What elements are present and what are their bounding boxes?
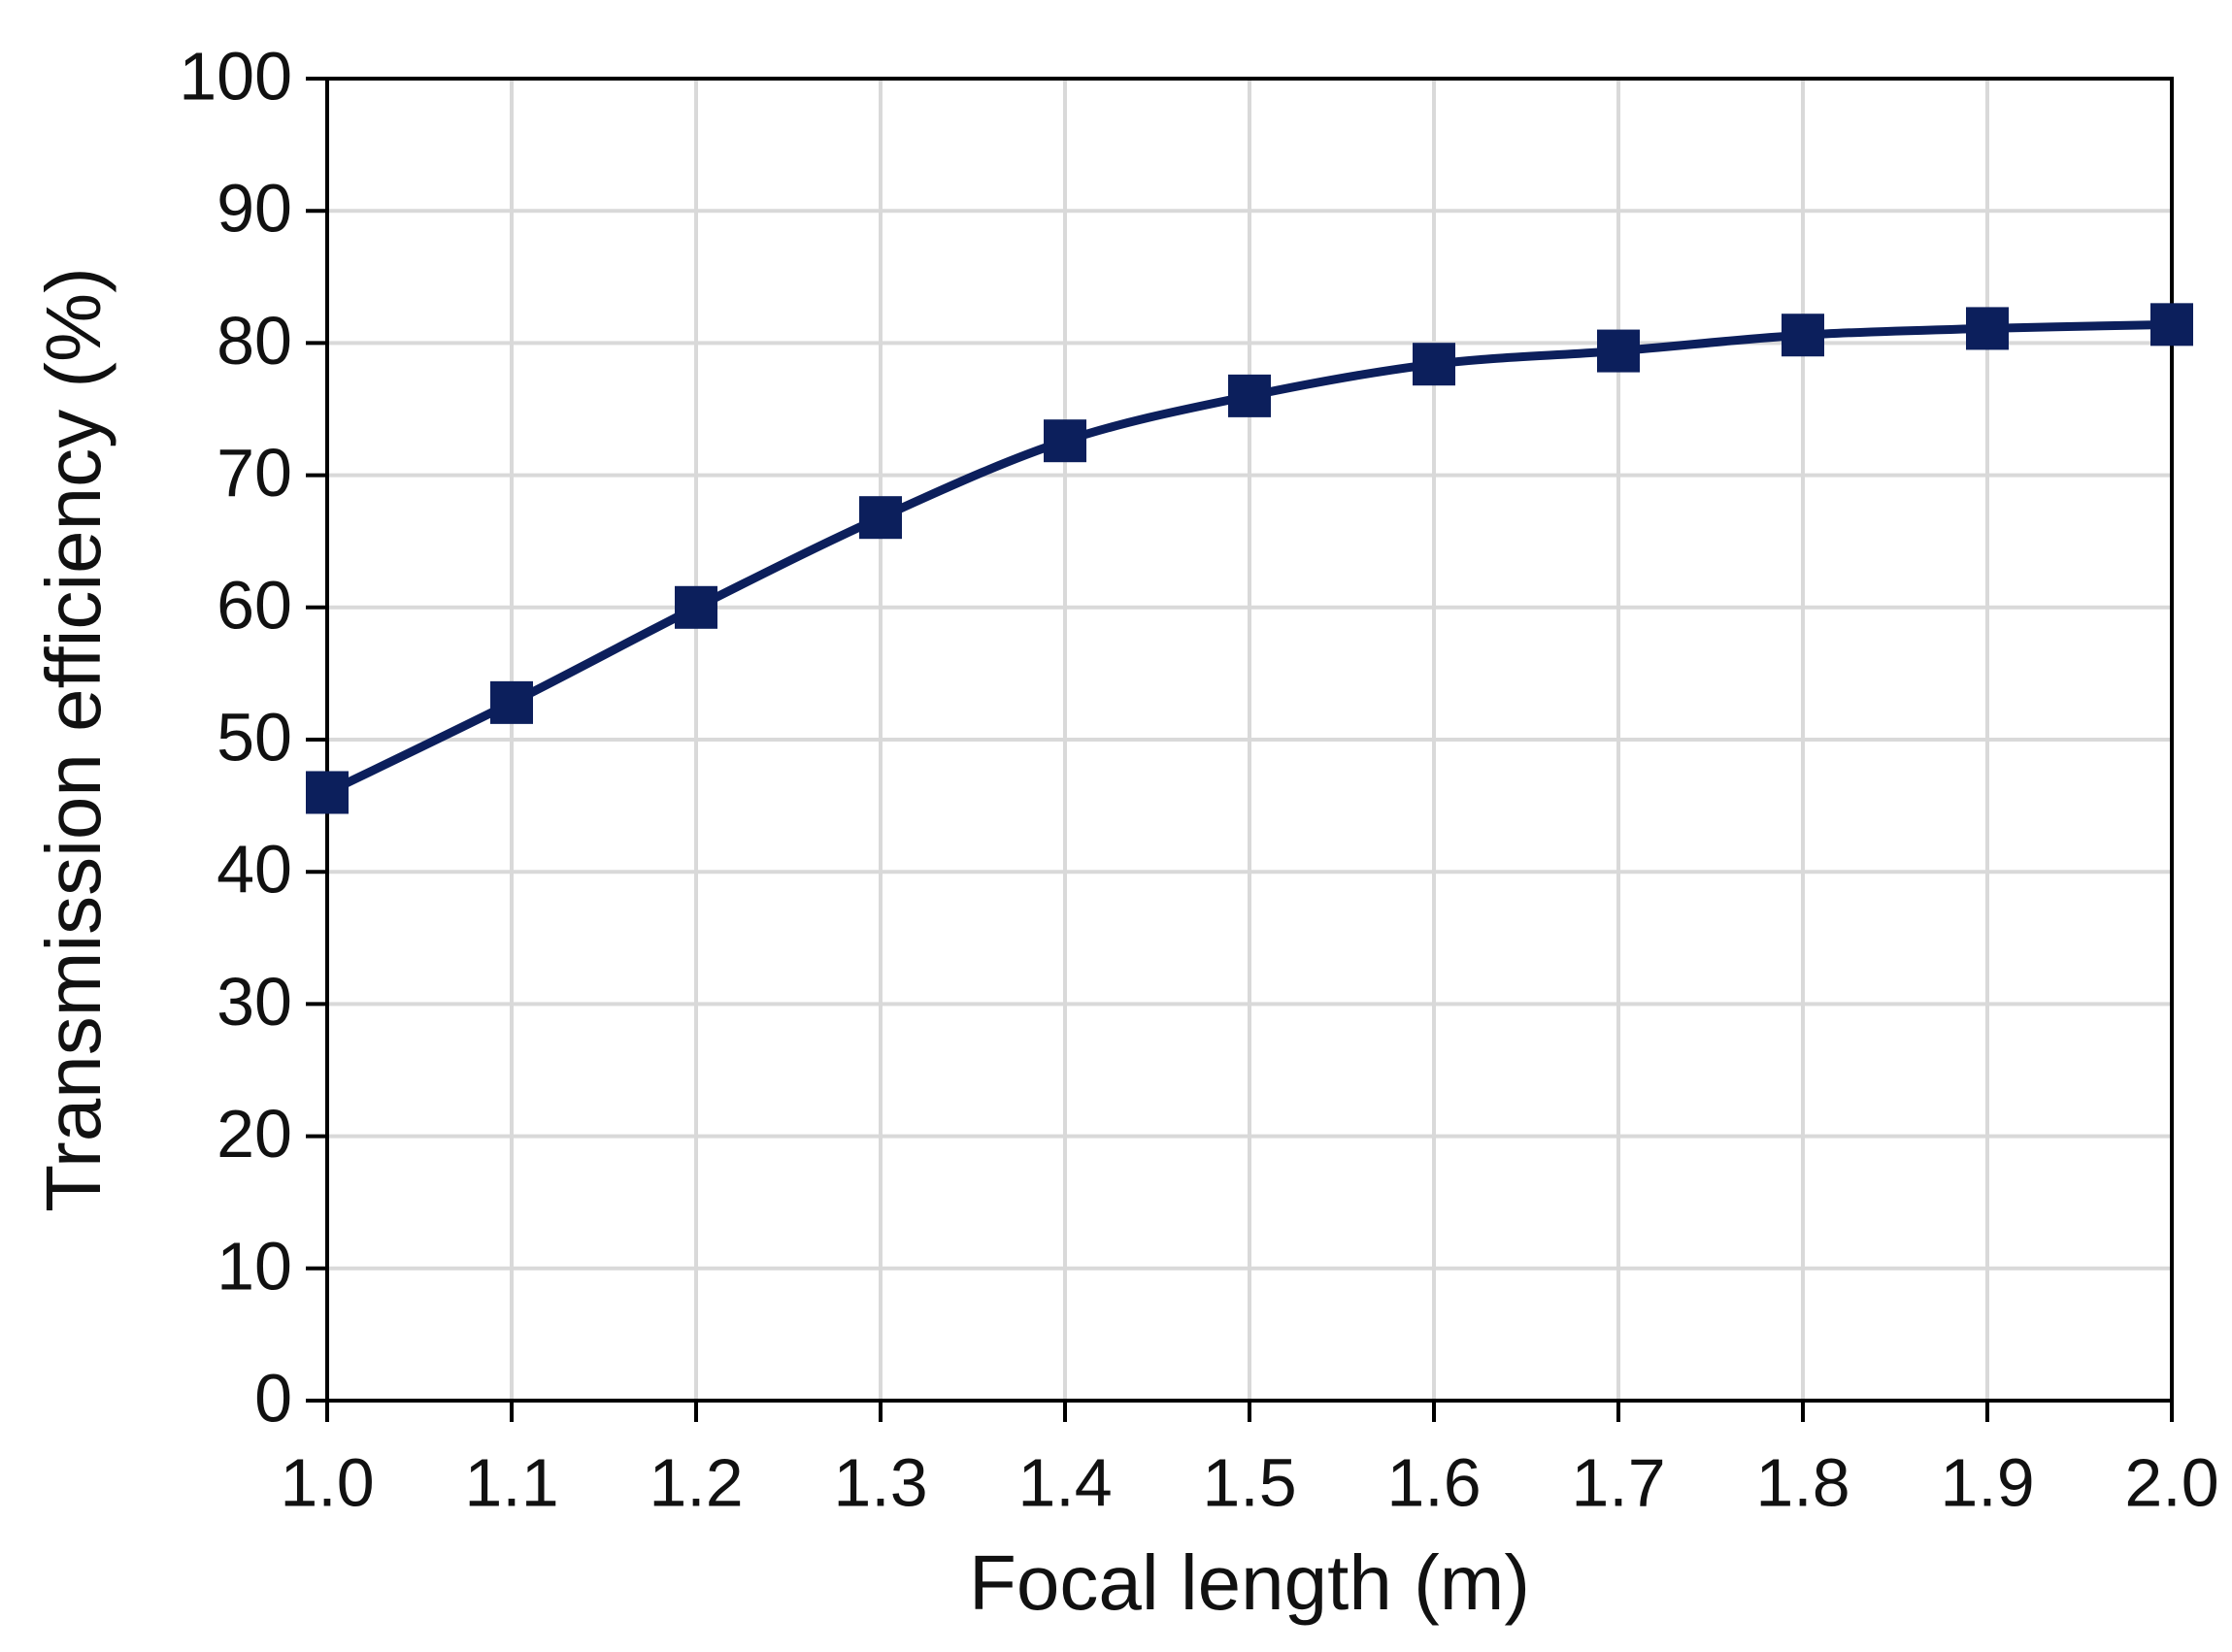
x-tick-label: 1.0	[280, 1444, 374, 1520]
y-tick-label: 10	[217, 1228, 292, 1304]
y-tick-label: 100	[179, 38, 292, 114]
x-tick-label: 1.3	[833, 1444, 927, 1520]
plot-frame	[325, 77, 2174, 1403]
x-tick-label: 1.9	[1940, 1444, 2034, 1520]
marker	[1782, 314, 1824, 357]
marker	[1966, 307, 2009, 350]
marker	[1597, 329, 1640, 373]
y-tick-label: 40	[217, 832, 292, 908]
marker	[2150, 303, 2193, 347]
x-tick-label: 1.8	[1755, 1444, 1849, 1520]
y-tick-label: 70	[217, 435, 292, 511]
y-tick-label: 80	[217, 303, 292, 379]
y-tick-label: 60	[217, 567, 292, 643]
x-tick-label: 2.0	[2124, 1444, 2218, 1520]
x-tick-label: 1.5	[1202, 1444, 1296, 1520]
x-tick-label: 1.1	[464, 1444, 558, 1520]
y-tick-label: 30	[217, 964, 292, 1040]
y-tick-label: 0	[254, 1360, 292, 1436]
y-tick-label: 20	[217, 1096, 292, 1172]
x-axis-title: Focal length (m)	[969, 1539, 1530, 1626]
y-tick-label: 50	[217, 699, 292, 775]
marker	[675, 585, 717, 629]
x-tick-label: 1.6	[1386, 1444, 1481, 1520]
marker	[859, 496, 902, 540]
marker	[306, 771, 349, 814]
y-tick-label: 90	[217, 171, 292, 247]
x-tick-label: 1.2	[649, 1444, 743, 1520]
marker	[490, 680, 533, 724]
x-tick-label: 1.4	[1017, 1444, 1112, 1520]
marker	[1044, 419, 1086, 463]
y-axis-title: Transmission efficiency (%)	[30, 267, 117, 1212]
marker	[1228, 374, 1271, 417]
marker	[1413, 343, 1455, 386]
x-tick-label: 1.7	[1571, 1444, 1665, 1520]
